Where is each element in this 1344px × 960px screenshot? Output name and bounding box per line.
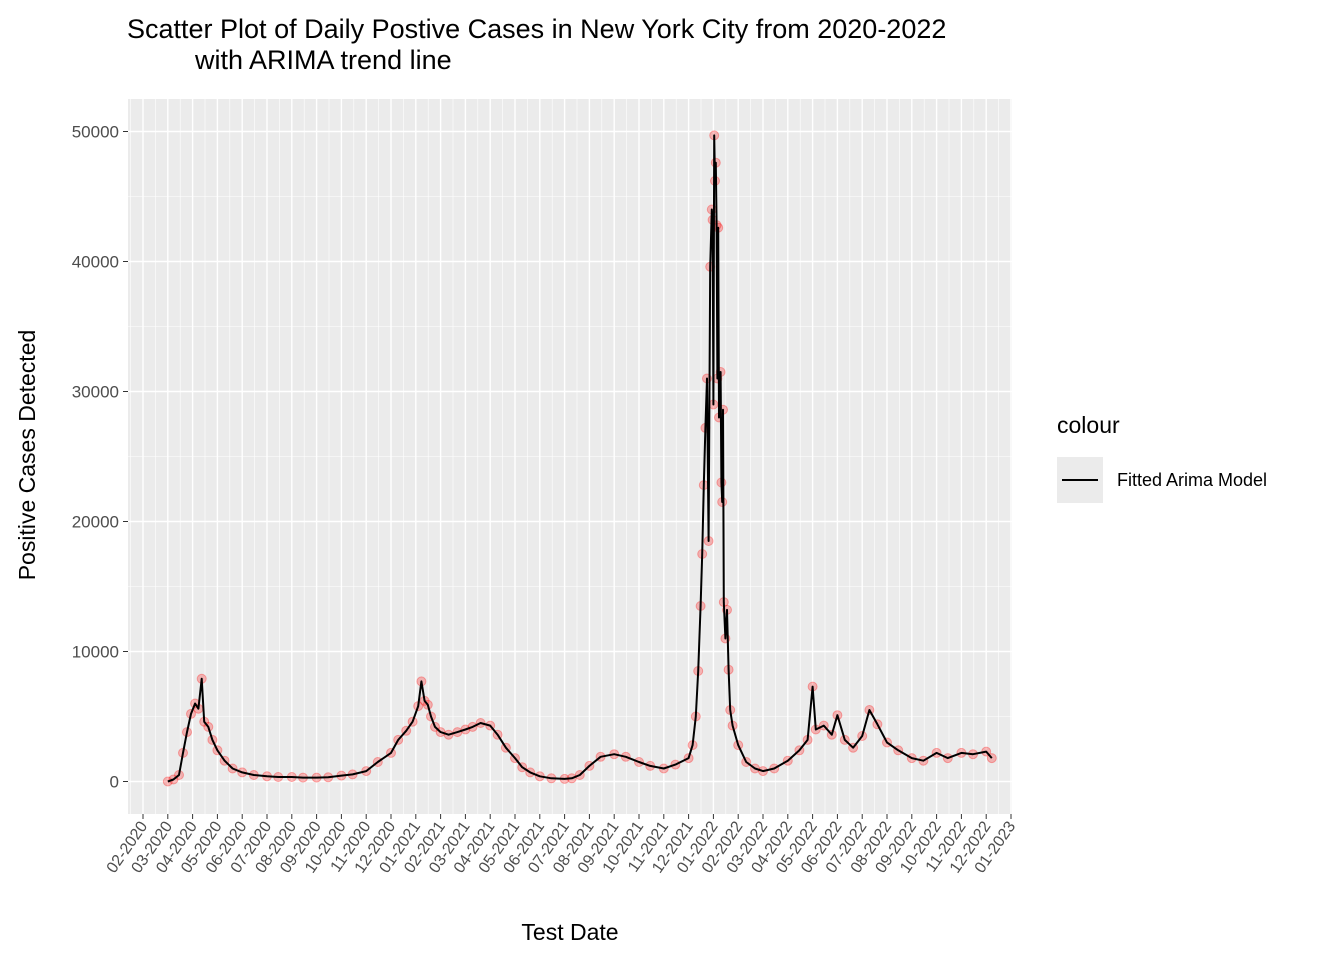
y-tick-label: 0 (110, 773, 119, 792)
legend-item-arima: Fitted Arima Model (1057, 457, 1267, 503)
x-axis-title: Test Date (521, 919, 618, 945)
legend-line-key (1057, 457, 1103, 503)
arima-trend-line (167, 134, 993, 783)
x-axis: 02-202003-202004-202005-202006-202007-20… (104, 814, 1019, 876)
legend-title: colour (1057, 412, 1120, 438)
chart-title-line-1: Scatter Plot of Daily Postive Cases in N… (127, 14, 947, 44)
legend-label: Fitted Arima Model (1117, 469, 1268, 490)
y-tick-label: 10000 (72, 643, 119, 662)
legend: colour Fitted Arima Model (1057, 412, 1267, 503)
y-tick-label: 20000 (72, 513, 119, 532)
y-tick-label: 50000 (72, 123, 119, 142)
y-axis-title: Positive Cases Detected (14, 330, 40, 581)
y-tick-label: 30000 (72, 383, 119, 402)
y-tick-label: 40000 (72, 253, 119, 272)
y-axis: 0 10000 20000 30000 40000 50000 (72, 123, 128, 792)
chart-title-line-2: with ARIMA trend line (195, 45, 452, 75)
chart-title: Scatter Plot of Daily Postive Cases in N… (127, 14, 946, 76)
